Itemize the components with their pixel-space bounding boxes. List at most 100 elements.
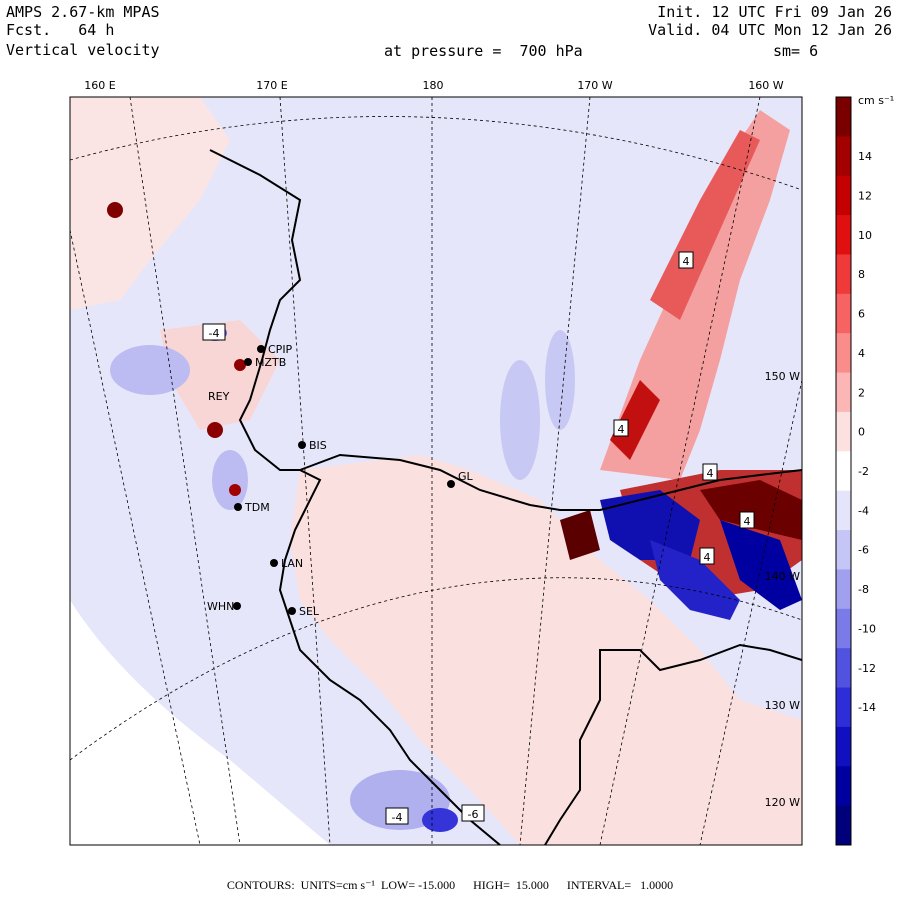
meridian-line bbox=[599, 97, 761, 845]
colorbar-tick-label: -2 bbox=[858, 465, 869, 478]
parallel-line bbox=[70, 577, 802, 761]
smoothing-level: sm= 6 bbox=[773, 42, 819, 60]
meridian-line bbox=[70, 229, 201, 845]
updraft-core bbox=[234, 359, 246, 371]
colorbar-tick-label: -8 bbox=[858, 583, 869, 596]
downdraft-core bbox=[650, 540, 740, 620]
lon-label: 130 W bbox=[765, 699, 800, 712]
svg-text:4: 4 bbox=[618, 423, 625, 436]
colorbar-units: cm s⁻¹ bbox=[858, 94, 894, 107]
field-positive-area bbox=[290, 455, 802, 845]
contour-label: 4 bbox=[739, 511, 755, 529]
field-positive-area bbox=[160, 320, 280, 430]
svg-text:WHN: WHN bbox=[207, 600, 234, 613]
colorbar-swatch bbox=[836, 490, 851, 531]
station-mztb: MZTB bbox=[244, 356, 286, 369]
meridian-line bbox=[129, 97, 241, 845]
svg-text:CPIP: CPIP bbox=[268, 343, 293, 356]
lon-label: 150 W bbox=[765, 370, 800, 383]
colorbar-swatch bbox=[836, 687, 851, 728]
updraft-core bbox=[560, 510, 600, 560]
coastline-west bbox=[209, 149, 501, 845]
colorbar-tick-label: 2 bbox=[858, 386, 865, 399]
downdraft-area bbox=[500, 360, 540, 480]
meridian-line bbox=[279, 97, 331, 845]
coastline-east bbox=[544, 643, 802, 845]
svg-text:-6: -6 bbox=[468, 808, 479, 821]
model-title: AMPS 2.67-km MPAS bbox=[6, 3, 160, 21]
colorbar-tick-label: -10 bbox=[858, 622, 876, 635]
station-bis: BIS bbox=[298, 439, 327, 452]
station-cpip: CPIP bbox=[257, 343, 293, 356]
colorbar-swatch bbox=[836, 451, 851, 492]
colorbar-tick-label: 10 bbox=[858, 229, 872, 242]
pressure-level: at pressure = 700 hPa bbox=[384, 42, 583, 60]
colorbar-swatch bbox=[836, 569, 851, 610]
svg-text:SEL: SEL bbox=[299, 605, 320, 618]
colorbar-swatch bbox=[836, 530, 851, 570]
colorbar-swatch bbox=[836, 411, 851, 452]
lon-label: 160 W bbox=[748, 79, 783, 92]
svg-text:LAN: LAN bbox=[281, 557, 303, 570]
svg-text:4: 4 bbox=[707, 467, 714, 480]
field-name: Vertical velocity bbox=[6, 41, 160, 59]
updraft-band bbox=[650, 130, 760, 320]
right-axis-labels: 150 W 140 W 130 W 120 W bbox=[765, 370, 800, 809]
colorbar-tick-label: 14 bbox=[858, 150, 872, 163]
colorbar-tick-label: 8 bbox=[858, 268, 865, 281]
contour-label: 4 bbox=[678, 251, 694, 269]
colorbar-swatch bbox=[836, 175, 851, 216]
downdraft-area bbox=[545, 330, 575, 430]
station-lan: LAN bbox=[270, 557, 303, 570]
lon-label: 170 W bbox=[577, 79, 612, 92]
svg-text:REY: REY bbox=[208, 390, 230, 403]
map-border bbox=[69, 96, 803, 846]
lon-label: 140 W bbox=[765, 570, 800, 583]
station-tdm: TDM bbox=[234, 501, 270, 514]
svg-text:-4: -4 bbox=[392, 811, 403, 824]
colorbar-swatch bbox=[836, 648, 851, 689]
lon-label: 170 E bbox=[256, 79, 287, 92]
contour-label: 4 bbox=[613, 419, 629, 437]
station-rey: REY bbox=[208, 390, 230, 403]
svg-text:4: 4 bbox=[683, 255, 690, 268]
contour-label: -6 bbox=[461, 804, 485, 822]
lon-label: 160 E bbox=[84, 79, 115, 92]
domain-outside-area bbox=[70, 600, 330, 845]
station-gl: GL bbox=[447, 470, 474, 488]
colorbar-tick-label: 6 bbox=[858, 308, 865, 321]
updraft-core bbox=[700, 480, 802, 540]
colorbar-tick-label: -6 bbox=[858, 544, 869, 557]
contour-info: CONTOURS: UNITS=cm s⁻¹ LOW= -15.000 HIGH… bbox=[226, 878, 674, 892]
downdraft-core bbox=[422, 808, 458, 832]
svg-text:TDM: TDM bbox=[244, 501, 270, 514]
contour-label: -4 bbox=[202, 323, 226, 341]
svg-text:BIS: BIS bbox=[309, 439, 327, 452]
colorbar-swatch bbox=[836, 97, 851, 137]
station-whn: WHN bbox=[207, 600, 241, 613]
svg-text:GL: GL bbox=[458, 470, 474, 483]
downdraft-core bbox=[720, 520, 802, 610]
colorbar-swatch bbox=[836, 293, 851, 334]
colorbar-tick-label: 4 bbox=[858, 347, 865, 360]
lon-label: 180 bbox=[423, 79, 444, 92]
lon-label: 120 W bbox=[765, 796, 800, 809]
station-sel: SEL bbox=[288, 605, 320, 618]
colorbar-tick-label: 12 bbox=[858, 189, 872, 202]
colorbar-swatch bbox=[836, 254, 851, 295]
meridian-line bbox=[699, 379, 802, 845]
colorbar-tick-label: -12 bbox=[858, 662, 876, 675]
top-axis-labels: 160 E 170 E 180 170 W 160 W bbox=[84, 79, 784, 92]
parallel-line bbox=[70, 116, 802, 191]
downdraft-area bbox=[110, 345, 190, 395]
colorbar-frame bbox=[835, 96, 852, 846]
contour-label-boxes: 4 4 4 4 4 -4 -4 -6 bbox=[202, 251, 755, 825]
svg-text:4: 4 bbox=[744, 515, 751, 528]
downdraft-area bbox=[212, 450, 248, 510]
contour-label: 4 bbox=[702, 463, 718, 481]
forecast-hour: Fcst. 64 h bbox=[6, 21, 115, 39]
updraft-core bbox=[107, 202, 123, 218]
contour-label: 4 bbox=[699, 547, 715, 565]
colorbar-swatch bbox=[836, 136, 851, 177]
colorbar-swatch bbox=[836, 372, 851, 413]
